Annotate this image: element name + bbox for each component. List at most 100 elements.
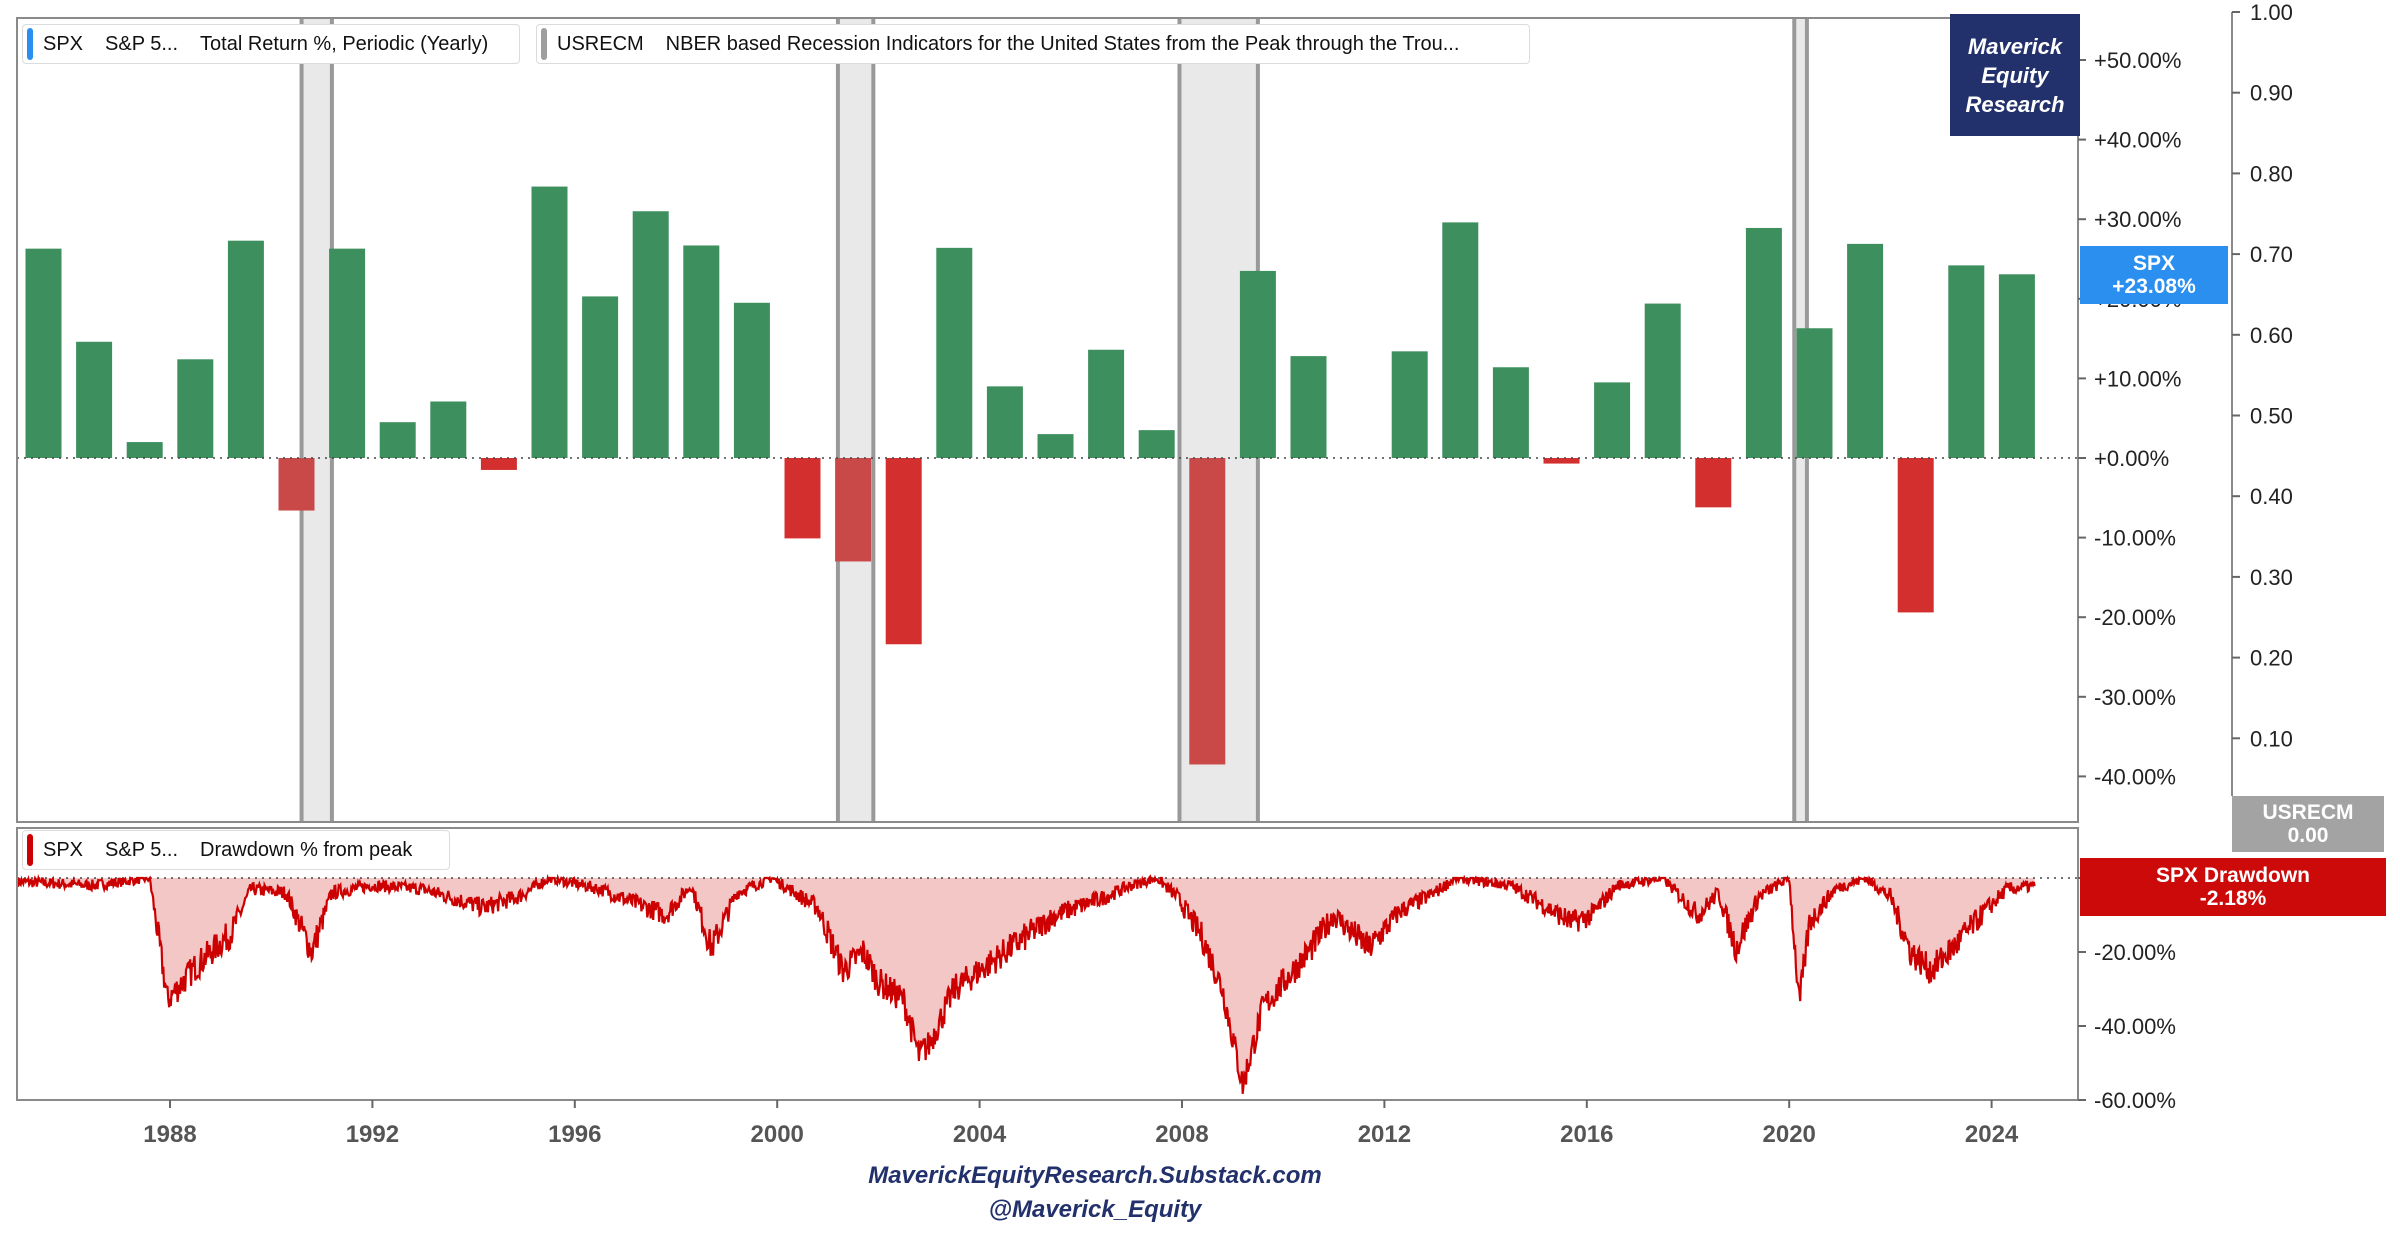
legend-name: NBER based Recession Indicators for the … <box>665 32 1460 55</box>
left-price-axis: +50.00%+40.00%+30.00%+20.00%+10.00%+0.00… <box>2078 48 2181 789</box>
return-bars <box>17 186 2078 765</box>
return-bar <box>683 245 720 458</box>
time-axis: 1988 1992 1996 2000 2004 2008 2012 2016 2020 2024 <box>143 1100 2019 1148</box>
right-tick-label: 1.00 <box>2250 0 2293 25</box>
footer-website[interactable]: MaverickEquityResearch.Substack.com <box>868 1162 1322 1189</box>
footer-handle[interactable]: @Maverick_Equity <box>988 1196 1202 1223</box>
usrecm-last-value-tag: USRECM 0.00 <box>2232 796 2384 852</box>
legend-symbol: SPX <box>43 838 84 861</box>
recession-bands <box>299 18 1809 822</box>
legend-symbol: SPX <box>43 32 84 55</box>
bottom-pane-border <box>16 827 2079 1101</box>
return-bar <box>329 248 366 458</box>
drawdown-tick-label: -20.00% <box>2094 940 2176 965</box>
legend-name: S&P 5... <box>105 838 179 861</box>
drawdown-tag-value: -2.18% <box>2199 887 2267 910</box>
return-bar <box>582 296 619 458</box>
return-bar <box>1948 265 1985 458</box>
return-bar <box>1644 303 1681 458</box>
right-tick-label: 0.50 <box>2250 404 2293 429</box>
return-bar <box>1239 270 1276 458</box>
legend-recession[interactable]: USRECM NBER based Recession Indicators f… <box>536 24 1530 64</box>
return-bar <box>531 186 568 458</box>
top-pane-border <box>16 17 2079 823</box>
return-bar <box>25 248 62 458</box>
return-bar <box>733 302 770 458</box>
x-tick-label: 2020 <box>1763 1121 1816 1148</box>
return-bar <box>1543 458 1580 464</box>
return-bar <box>1695 458 1732 508</box>
brand-line-1: Maverick <box>1967 33 2063 59</box>
return-bar <box>835 458 872 562</box>
y-tick-label: +50.00% <box>2094 48 2181 73</box>
brand-line-3: Research <box>1965 91 2065 117</box>
return-bar <box>227 240 264 458</box>
return-bar <box>1745 227 1782 458</box>
legend-name: S&P 5... <box>105 32 179 55</box>
return-bar <box>1847 243 1884 458</box>
return-bar <box>1796 328 1833 458</box>
x-tick-label: 2012 <box>1358 1121 1411 1148</box>
return-bar <box>936 247 973 458</box>
drawdown-tick-label: -60.00% <box>2094 1088 2176 1113</box>
return-bar <box>278 458 315 511</box>
return-bar <box>76 341 113 458</box>
recession-band <box>837 18 874 822</box>
drawdown-tick-label: -40.00% <box>2094 1014 2176 1039</box>
drawdown-line <box>17 873 2036 1094</box>
legend-metric: Drawdown % from peak <box>200 838 413 861</box>
return-bar <box>1998 274 2035 458</box>
y-tick-label: +0.00% <box>2094 446 2169 471</box>
x-tick-label: 2000 <box>751 1121 804 1148</box>
right-tick-label: 0.20 <box>2250 646 2293 671</box>
legend-swatch-usrecm <box>541 28 547 60</box>
recession-band <box>301 18 332 822</box>
right-tick-label: 0.60 <box>2250 323 2293 348</box>
return-bar <box>1897 458 1934 613</box>
return-bar <box>986 386 1023 458</box>
return-bar <box>1442 222 1479 458</box>
y-tick-label: +30.00% <box>2094 207 2181 232</box>
return-bar <box>784 458 821 539</box>
right-tick-label: 0.70 <box>2250 242 2293 267</box>
return-bar <box>1138 430 1175 458</box>
brand-line-2: Equity <box>1981 62 2049 88</box>
legend-metric: Total Return %, Periodic (Yearly) <box>200 32 489 55</box>
right-tick-label: 0.90 <box>2250 81 2293 106</box>
spx-tag-label: SPX <box>2132 252 2176 275</box>
return-bar <box>1594 382 1631 458</box>
right-tick-label: 0.30 <box>2250 565 2293 590</box>
return-bar <box>1189 458 1226 765</box>
return-bar <box>1391 351 1428 458</box>
return-bar <box>379 422 416 458</box>
x-tick-label: 2008 <box>1155 1121 1208 1148</box>
x-tick-label: 2024 <box>1965 1121 2019 1148</box>
spx-tag-value: +23.08% <box>2112 275 2196 298</box>
y-tick-label: -20.00% <box>2094 605 2176 630</box>
legend-swatch-drawdown <box>27 834 33 866</box>
return-bar <box>1088 349 1125 458</box>
usrecm-tag-value: 0.00 <box>2287 824 2329 847</box>
return-bar <box>480 458 517 470</box>
drawdown-tag-label: SPX Drawdown <box>2155 864 2311 887</box>
usrecm-tag-label: USRECM <box>2262 801 2354 824</box>
y-tick-label: -10.00% <box>2094 526 2176 551</box>
chart-frame <box>16 12 2233 1101</box>
drawdown-area <box>17 873 2078 1094</box>
return-bar <box>126 442 163 458</box>
right-tick-label: 0.10 <box>2250 726 2293 751</box>
x-tick-label: 1996 <box>548 1121 601 1148</box>
x-tick-label: 2004 <box>953 1121 1007 1148</box>
drawdown-fill <box>18 878 2035 1094</box>
return-bar <box>1037 434 1074 458</box>
legend-swatch-spx <box>27 28 33 60</box>
return-bar <box>430 401 467 458</box>
return-bar <box>177 359 214 458</box>
right-tick-label: 0.80 <box>2250 161 2293 186</box>
return-bar <box>1492 367 1529 458</box>
return-bar <box>885 458 922 645</box>
legend-symbol: USRECM <box>557 32 644 55</box>
legend-returns[interactable]: SPX S&P 5... Total Return %, Periodic (Y… <box>22 24 520 64</box>
spx-last-value-tag: SPX +23.08% <box>2080 246 2228 304</box>
legend-drawdown[interactable]: SPX S&P 5... Drawdown % from peak <box>22 830 450 870</box>
